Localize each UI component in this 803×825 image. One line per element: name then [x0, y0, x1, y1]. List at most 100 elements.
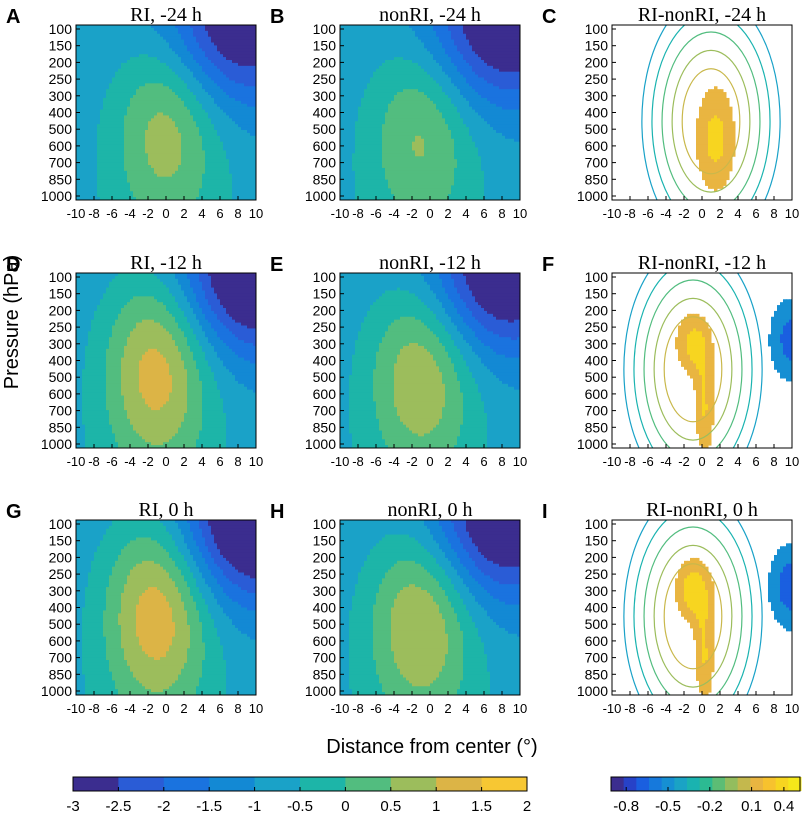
- x-tick-label: -4: [660, 701, 672, 716]
- x-tick-label: 8: [770, 454, 777, 469]
- panel-title: nonRI, -12 h: [379, 252, 481, 274]
- x-tick-label: 10: [785, 701, 799, 716]
- x-tick-label: -2: [406, 454, 418, 469]
- x-tick-label: 0: [698, 701, 705, 716]
- y-tick-label: 150: [585, 38, 609, 54]
- x-tick-label: 6: [480, 701, 487, 716]
- colorbar-label: -0.2: [697, 798, 723, 815]
- panel-letter: D: [6, 254, 20, 276]
- y-tick-label: 250: [585, 566, 609, 582]
- panel-title: RI-nonRI, 0 h: [646, 499, 758, 521]
- x-tick-label: 4: [462, 454, 469, 469]
- x-tick-label: -10: [331, 454, 350, 469]
- colorbar-swatch: [763, 777, 777, 791]
- x-tick-label: -4: [124, 701, 136, 716]
- x-tick-label: 4: [198, 454, 205, 469]
- y-tick-label: 100: [313, 516, 337, 532]
- x-tick-label: 4: [198, 701, 205, 716]
- panel-title: nonRI, -24 h: [379, 4, 481, 26]
- y-tick-label: 850: [313, 666, 337, 682]
- y-tick-label: 600: [585, 633, 609, 649]
- x-tick-label: 6: [752, 454, 759, 469]
- panel-letter: F: [542, 254, 554, 276]
- x-tick-label: -6: [370, 206, 382, 221]
- y-tick-label: 500: [313, 121, 337, 137]
- x-tick-label: -6: [106, 701, 118, 716]
- x-tick-label: -4: [660, 454, 672, 469]
- y-tick-label: 150: [49, 286, 73, 302]
- y-tick-label: 400: [49, 600, 73, 616]
- y-tick-label: 600: [585, 138, 609, 154]
- colorbar-label: -0.8: [613, 798, 639, 815]
- y-tick-label: 850: [585, 666, 609, 682]
- x-tick-label: 4: [734, 206, 741, 221]
- y-tick-label: 150: [313, 286, 337, 302]
- x-axis-label: Distance from center (°): [326, 736, 537, 758]
- x-tick-label: 2: [444, 701, 451, 716]
- x-tick-label: -2: [142, 701, 154, 716]
- x-tick-label: -8: [624, 454, 636, 469]
- colorbar-label: -1.5: [196, 798, 222, 815]
- colorbar-swatch: [687, 777, 701, 791]
- y-tick-label: 500: [49, 121, 73, 137]
- y-tick-label: 500: [49, 369, 73, 385]
- x-tick-label: 10: [513, 206, 527, 221]
- x-tick-label: -10: [603, 454, 622, 469]
- y-tick-label: 100: [585, 21, 609, 37]
- y-tick-label: 700: [585, 650, 609, 666]
- x-tick-label: -6: [370, 701, 382, 716]
- colorbar-swatch: [725, 777, 739, 791]
- colorbar-swatch: [699, 777, 713, 791]
- colorbar-swatch: [611, 777, 625, 791]
- colorbar-swatch: [737, 777, 751, 791]
- panel-letter: I: [542, 501, 548, 523]
- colorbar-label: -2: [157, 798, 170, 815]
- y-tick-label: 1000: [305, 436, 336, 452]
- x-tick-label: 8: [498, 206, 505, 221]
- x-tick-label: -10: [603, 701, 622, 716]
- x-tick-label: 0: [698, 454, 705, 469]
- x-tick-label: -4: [124, 206, 136, 221]
- y-tick-label: 200: [585, 549, 609, 565]
- y-tick-label: 300: [585, 583, 609, 599]
- colorbar-swatch: [636, 777, 650, 791]
- y-tick-label: 400: [313, 353, 337, 369]
- colorbar-label: 0: [341, 798, 349, 815]
- colorbar-swatch: [712, 777, 726, 791]
- y-tick-label: 1000: [577, 436, 608, 452]
- x-tick-label: 10: [785, 206, 799, 221]
- x-tick-label: 6: [216, 701, 223, 716]
- panel-letter: H: [270, 501, 284, 523]
- x-tick-label: 2: [180, 701, 187, 716]
- x-tick-label: -10: [331, 701, 350, 716]
- contour-field: [612, 273, 792, 448]
- y-tick-label: 200: [313, 302, 337, 318]
- y-tick-label: 400: [585, 105, 609, 121]
- colorbar-label: 0.1: [741, 798, 762, 815]
- x-tick-label: -6: [370, 454, 382, 469]
- x-tick-label: 8: [234, 454, 241, 469]
- y-tick-label: 850: [313, 419, 337, 435]
- panel-title: RI, -12 h: [130, 252, 202, 274]
- x-tick-label: 10: [249, 206, 263, 221]
- y-tick-label: 700: [49, 403, 73, 419]
- x-tick-label: 4: [198, 206, 205, 221]
- colorbar-swatch: [118, 777, 165, 791]
- y-tick-label: 150: [313, 533, 337, 549]
- contour-field: [76, 25, 256, 200]
- y-tick-label: 850: [49, 419, 73, 435]
- colorbar-swatch: [254, 777, 301, 791]
- y-tick-label: 200: [585, 54, 609, 70]
- x-tick-label: -2: [678, 206, 690, 221]
- y-tick-label: 250: [585, 319, 609, 335]
- x-tick-label: -2: [678, 454, 690, 469]
- x-tick-label: 8: [770, 701, 777, 716]
- y-tick-label: 300: [313, 583, 337, 599]
- y-tick-label: 500: [313, 616, 337, 632]
